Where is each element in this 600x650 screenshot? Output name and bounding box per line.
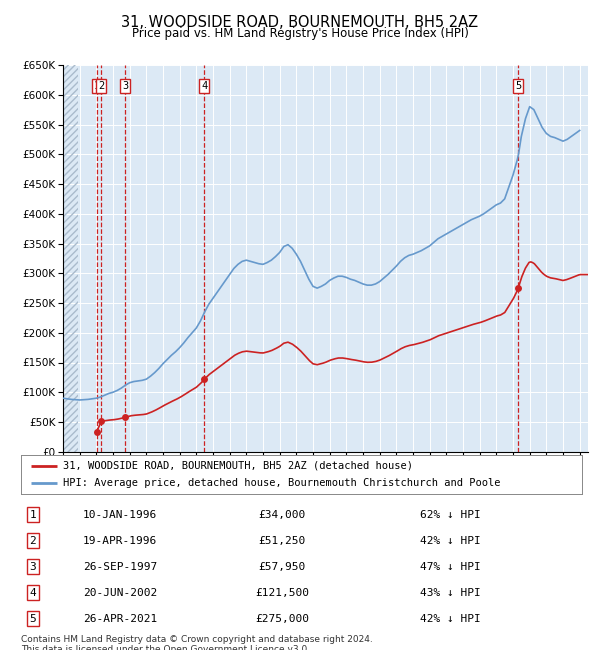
Text: £121,500: £121,500 [255,588,309,598]
Text: Contains HM Land Registry data © Crown copyright and database right 2024.
This d: Contains HM Land Registry data © Crown c… [21,635,373,650]
Text: £275,000: £275,000 [255,614,309,624]
Text: 3: 3 [29,562,37,572]
Text: 62% ↓ HPI: 62% ↓ HPI [420,510,481,520]
Text: 5: 5 [515,81,521,91]
Text: 47% ↓ HPI: 47% ↓ HPI [420,562,481,572]
Text: 2: 2 [98,81,104,91]
Text: £51,250: £51,250 [259,536,305,546]
Text: 4: 4 [29,588,37,598]
Text: 42% ↓ HPI: 42% ↓ HPI [420,536,481,546]
Text: Price paid vs. HM Land Registry's House Price Index (HPI): Price paid vs. HM Land Registry's House … [131,27,469,40]
Text: 5: 5 [29,614,37,624]
Text: £57,950: £57,950 [259,562,305,572]
Text: 20-JUN-2002: 20-JUN-2002 [83,588,157,598]
Text: 10-JAN-1996: 10-JAN-1996 [83,510,157,520]
Text: 19-APR-1996: 19-APR-1996 [83,536,157,546]
Text: 2: 2 [29,536,37,546]
Text: 1: 1 [94,81,100,91]
Bar [63,65,79,452]
Text: 31, WOODSIDE ROAD, BOURNEMOUTH, BH5 2AZ (detached house): 31, WOODSIDE ROAD, BOURNEMOUTH, BH5 2AZ … [63,461,413,471]
Text: 42% ↓ HPI: 42% ↓ HPI [420,614,481,624]
Text: £34,000: £34,000 [259,510,305,520]
Text: HPI: Average price, detached house, Bournemouth Christchurch and Poole: HPI: Average price, detached house, Bour… [63,478,500,488]
Text: 31, WOODSIDE ROAD, BOURNEMOUTH, BH5 2AZ: 31, WOODSIDE ROAD, BOURNEMOUTH, BH5 2AZ [121,15,479,30]
Text: 43% ↓ HPI: 43% ↓ HPI [420,588,481,598]
Text: 1: 1 [29,510,37,520]
Text: 4: 4 [201,81,207,91]
Text: 26-SEP-1997: 26-SEP-1997 [83,562,157,572]
Text: 3: 3 [122,81,128,91]
Text: 26-APR-2021: 26-APR-2021 [83,614,157,624]
